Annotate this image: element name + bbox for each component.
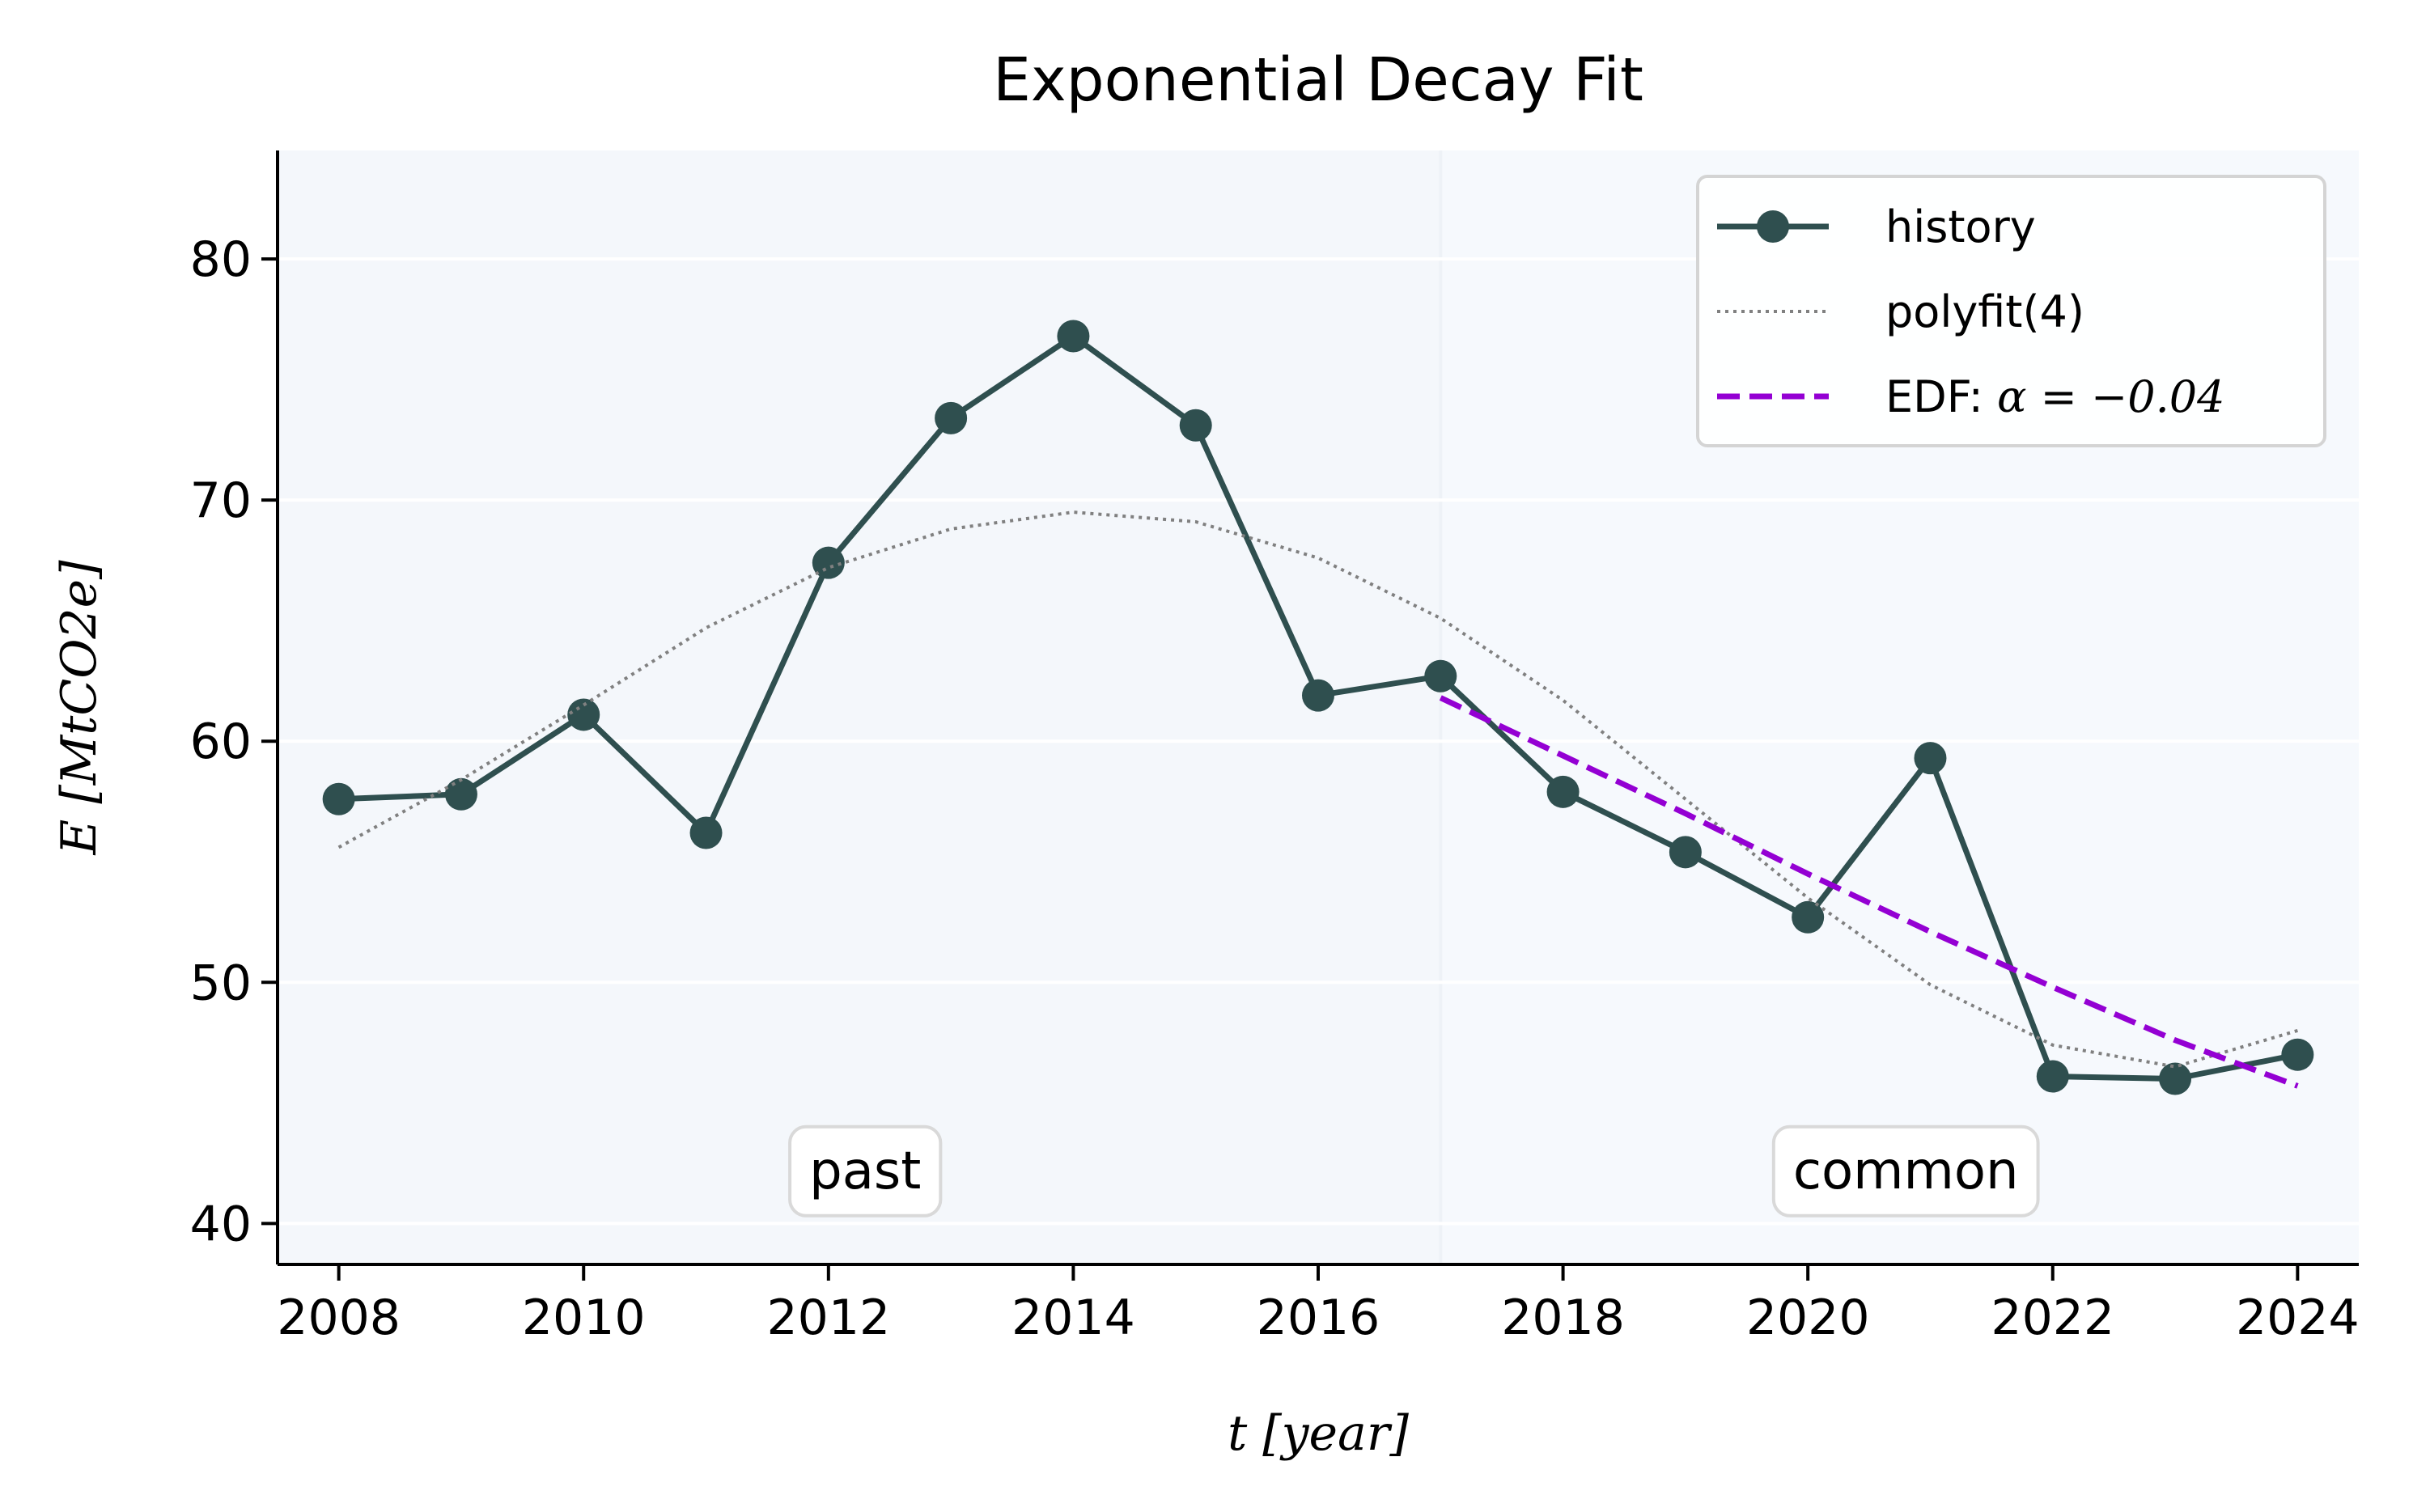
region-label-text: past xyxy=(809,1141,921,1201)
legend-box xyxy=(1696,175,2326,447)
legend-label: EDF: α = −0.04 xyxy=(1885,371,2224,422)
history-point xyxy=(2036,1060,2069,1093)
region-label-text: common xyxy=(1793,1141,2019,1201)
legend-label: history xyxy=(1885,201,2036,252)
history-point xyxy=(1546,775,1580,808)
x-tick-label: 2022 xyxy=(1991,1290,2114,1346)
x-axis-title: t [year] xyxy=(1228,1405,1409,1462)
region-label-past: past xyxy=(788,1124,943,1218)
legend: history polyfit(4) EDF: α = −0.04 xyxy=(1696,175,2326,447)
y-tick-label: 40 xyxy=(190,1196,252,1252)
legend-entry: polyfit(4) xyxy=(1717,286,2084,337)
history-point xyxy=(812,546,845,579)
history-point xyxy=(1179,409,1212,442)
x-tick-label: 2016 xyxy=(1257,1290,1380,1346)
x-tick-label: 2020 xyxy=(1746,1290,1870,1346)
x-tick-label: 2014 xyxy=(1011,1290,1135,1346)
history-point xyxy=(322,782,355,815)
history-point xyxy=(567,698,600,731)
x-tick-label: 2008 xyxy=(277,1290,401,1346)
x-tick-label: 2018 xyxy=(1501,1290,1625,1346)
history-point xyxy=(935,401,968,434)
history-point xyxy=(1057,320,1090,353)
x-tick-label: 2024 xyxy=(2236,1290,2360,1346)
x-tick-label: 2012 xyxy=(766,1290,890,1346)
history-point xyxy=(1792,900,1825,934)
y-tick-label: 50 xyxy=(190,955,252,1011)
history-point xyxy=(1424,659,1457,692)
x-tick-label: 2010 xyxy=(522,1290,646,1346)
history-point xyxy=(2159,1062,2192,1095)
y-axis-title: E [MtCO2e] xyxy=(51,560,108,856)
history-point xyxy=(1914,742,1947,775)
history-point xyxy=(1669,836,1702,869)
region-label-common: common xyxy=(1771,1124,2040,1218)
history-point xyxy=(689,816,723,849)
chart-title: Exponential Decay Fit xyxy=(993,45,1643,115)
legend-label: polyfit(4) xyxy=(1885,286,2084,337)
history-point xyxy=(2281,1038,2314,1071)
y-tick-label: 70 xyxy=(190,472,252,529)
past-region-background xyxy=(278,150,1441,1264)
history-point xyxy=(1302,679,1334,712)
legend-entry: EDF: α = −0.04 xyxy=(1717,371,2224,422)
region-label-box xyxy=(1771,1124,2040,1218)
history-point xyxy=(444,777,477,811)
legend-swatch-marker xyxy=(1757,210,1789,243)
series-line-edf xyxy=(1439,695,2299,1089)
y-tick-label: 60 xyxy=(190,714,252,770)
y-tick-label: 80 xyxy=(190,231,252,288)
legend-entry: history xyxy=(1717,201,2036,252)
region-label-box xyxy=(788,1124,943,1218)
